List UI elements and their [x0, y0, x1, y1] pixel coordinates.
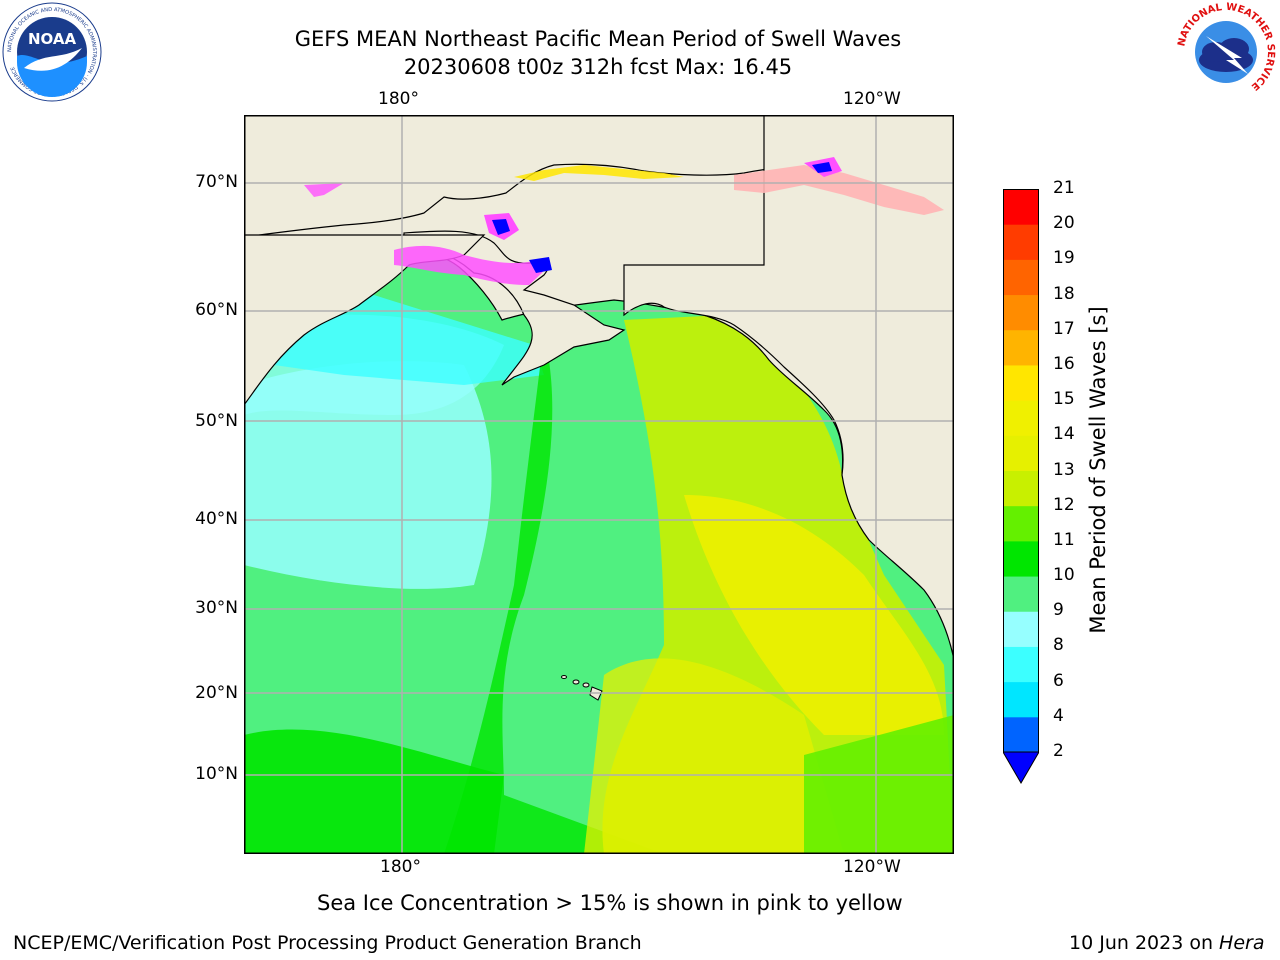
- lat-label-20n: 20°N: [195, 683, 238, 703]
- colorbar-segment: [1003, 400, 1039, 436]
- chart-subtitle: 20230608 t00z 312h fcst Max: 16.45: [403, 55, 793, 79]
- footer-date: 10 Jun 2023 on Hera: [1069, 932, 1264, 954]
- colorbar-tick-label: 17: [1053, 318, 1075, 339]
- colorbar-tick-label: 21: [1053, 178, 1075, 198]
- colorbar-tick-label: 18: [1053, 283, 1075, 304]
- colorbar-segment: [1003, 576, 1039, 612]
- lat-label-30n: 30°N: [195, 598, 238, 618]
- land-north-america: [623, 115, 954, 661]
- colorbar-tick-label: 15: [1053, 389, 1075, 410]
- colorbar-tick-label: 19: [1053, 248, 1075, 269]
- map-frame: [244, 115, 954, 854]
- colorbar-segment: [1003, 329, 1039, 366]
- colorbar-tick-label: 9: [1053, 600, 1064, 621]
- colorbar-tick-label: 12: [1053, 494, 1075, 515]
- svg-text:NOAA: NOAA: [28, 30, 77, 48]
- colorbar-tick-label: 20: [1053, 213, 1075, 234]
- colorbar-under-triangle: [1003, 751, 1039, 784]
- footer-branch: NCEP/EMC/Verification Post Processing Pr…: [13, 932, 642, 954]
- colorbar-segment: [1003, 716, 1039, 753]
- colorbar-segment: [1003, 364, 1039, 401]
- colorbar-segment: [1003, 435, 1039, 471]
- colorbar-segment: [1003, 259, 1039, 296]
- colorbar-segment: [1003, 294, 1039, 331]
- colorbar-segment: [1003, 189, 1039, 225]
- nws-logo: NATIONAL WEATHER SERVICE: [1176, 2, 1276, 100]
- colorbar-segment: [1003, 540, 1039, 577]
- graticule: [244, 115, 954, 854]
- lat-label-70n: 70°N: [195, 172, 238, 192]
- swell-period-map: [244, 115, 954, 854]
- colorbar-segment: [1003, 681, 1039, 718]
- colorbar-tick-label: 13: [1053, 459, 1075, 480]
- colorbar-tick-label: 6: [1053, 670, 1064, 691]
- lon-label-bottom-180: 180°: [380, 857, 421, 877]
- lon-label-top-120w: 120°W: [843, 89, 901, 109]
- lon-label-top-180: 180°: [378, 89, 419, 109]
- lat-label-40n: 40°N: [195, 509, 238, 529]
- colorbar-label: Mean Period of Swell Waves [s]: [1086, 306, 1110, 634]
- colorbar-tick-label: 16: [1053, 353, 1075, 374]
- lon-label-bottom-120w: 120°W: [843, 857, 901, 877]
- chart-title: GEFS MEAN Northeast Pacific Mean Period …: [294, 27, 902, 51]
- swell-field-zones: [244, 295, 954, 854]
- footer-date-text: 10 Jun 2023 on: [1069, 932, 1220, 954]
- colorbar-tick-label: 11: [1053, 529, 1075, 550]
- lat-label-50n: 50°N: [195, 411, 238, 431]
- colorbar-frame: [1003, 189, 1039, 753]
- footer-host: Hera: [1219, 932, 1265, 954]
- sea-ice-note: Sea Ice Concentration > 15% is shown in …: [317, 891, 903, 915]
- colorbar-segment: [1003, 224, 1039, 260]
- colorbar-tick-label: 8: [1053, 635, 1064, 656]
- lat-label-60n: 60°N: [195, 300, 238, 320]
- colorbar-tick-label: 4: [1053, 705, 1064, 726]
- lat-label-10n: 10°N: [195, 764, 238, 784]
- noaa-logo: NATIONAL OCEANIC AND ATMOSPHERIC ADMINIS…: [2, 2, 102, 102]
- colorbar-tick-label: 14: [1053, 424, 1075, 445]
- colorbar-tick-label: 10: [1053, 565, 1075, 586]
- sea-ice: [304, 157, 944, 285]
- colorbar-segment: [1003, 505, 1039, 542]
- colorbar-tick-label: 2: [1053, 741, 1064, 761]
- colorbar-segment: [1003, 646, 1039, 683]
- colorbar-segment: [1003, 470, 1039, 507]
- colorbar: [1003, 189, 1039, 784]
- colorbar-segment: [1003, 611, 1039, 647]
